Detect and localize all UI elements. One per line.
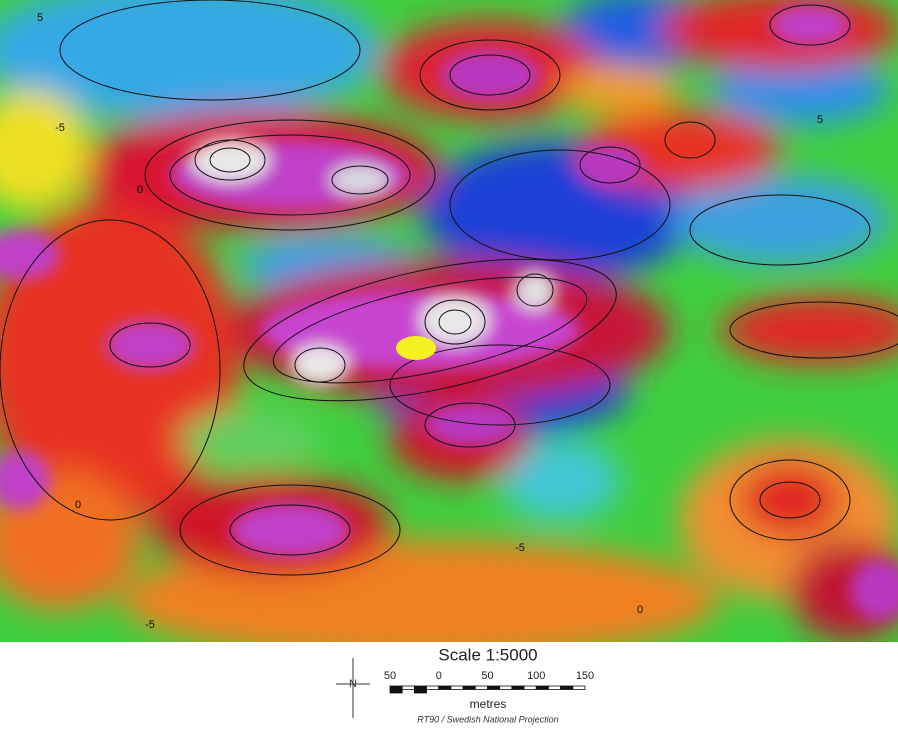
scale-bar: 50 0 50 100 150 <box>384 670 594 694</box>
contour-label: 0 <box>137 184 143 196</box>
scale-segment <box>413 685 427 694</box>
scale-segment <box>438 685 452 690</box>
target-marker <box>396 336 436 360</box>
contour-label: -5 <box>55 122 65 134</box>
contours <box>0 0 898 576</box>
scale-segment <box>401 685 415 690</box>
scale-segment <box>474 685 488 690</box>
scale-segment <box>426 685 440 690</box>
scale-segment <box>535 685 549 690</box>
contour-label: -5 <box>515 542 525 554</box>
scale-segment <box>462 685 476 690</box>
scale-tick-label: 150 <box>576 670 594 682</box>
scale-tick-label: 100 <box>527 670 545 682</box>
scale-tick-label: 50 <box>481 670 493 682</box>
scale-segment <box>560 685 574 690</box>
scale-tick-label: 50 <box>384 670 396 682</box>
scale-segment <box>523 685 537 690</box>
scale-segment <box>548 685 562 690</box>
scale-segment <box>511 685 525 690</box>
contour-label: 5 <box>37 12 43 24</box>
contour-label: 0 <box>637 604 643 616</box>
projection: RT90 / Swedish National Projection <box>417 714 558 724</box>
scale-segment <box>487 685 501 690</box>
scale-title: Scale 1:5000 <box>438 645 537 664</box>
scale-tick-label: 0 <box>436 670 442 682</box>
scale-unit: metres <box>470 697 507 711</box>
scale-segment <box>450 685 464 690</box>
north-label: N <box>349 678 357 690</box>
north-arrow <box>336 658 370 718</box>
contour-label: -5 <box>145 619 155 631</box>
scale-segment <box>499 685 513 690</box>
scale-segment <box>572 685 586 690</box>
contour-label: 0 <box>75 499 81 511</box>
contour-label: 5 <box>817 114 823 126</box>
scale-segment <box>389 685 403 694</box>
anomaly-map: 5 -5 0 -5 0 5 0 -5 <box>0 0 898 642</box>
